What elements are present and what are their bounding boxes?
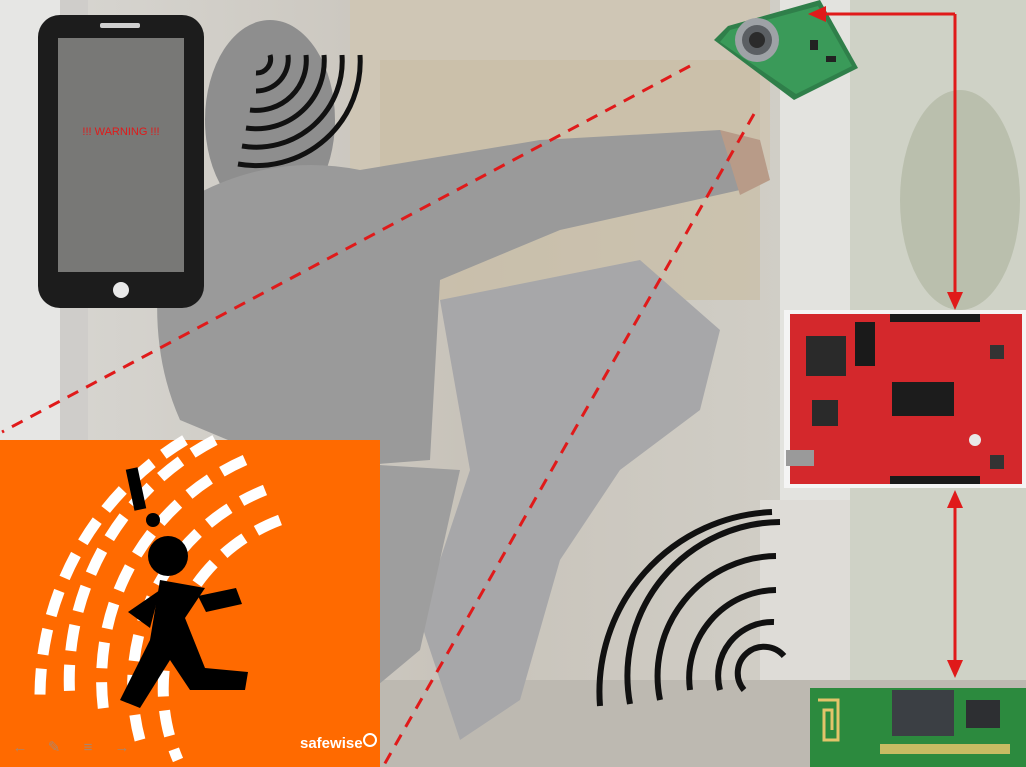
security-sign-image: safewise <box>0 435 380 767</box>
detection-lines <box>1 64 756 766</box>
connection-arrows <box>808 6 963 678</box>
slide-controls[interactable]: ← ✎ ≡ → <box>10 738 132 758</box>
pir-sensor-image <box>714 0 858 100</box>
menu-icon[interactable]: ≡ <box>83 739 93 756</box>
arrow-left-icon[interactable]: ← <box>12 739 28 756</box>
wireless-signal-icon <box>596 509 787 707</box>
bluetooth-module-image <box>810 688 1026 767</box>
pen-icon[interactable]: ✎ <box>47 739 61 756</box>
safewise-logo: safewise <box>300 735 363 752</box>
phone-warning-text: !!! WARNING !!! <box>82 126 160 138</box>
arrow-right-icon[interactable]: → <box>114 739 130 756</box>
phone-icon <box>38 15 204 308</box>
phone-signal-icon <box>237 54 363 169</box>
launchpad-board-image <box>784 310 1026 488</box>
